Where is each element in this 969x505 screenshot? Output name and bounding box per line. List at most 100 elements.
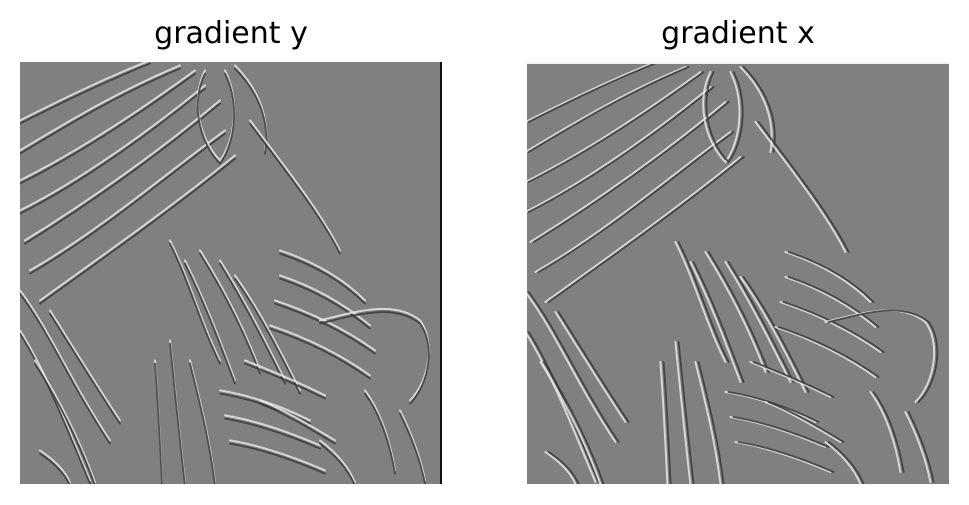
stripe-highlight <box>24 99 221 242</box>
zebra-gradient-x-picture <box>527 62 949 484</box>
stripe-highlight <box>527 71 702 183</box>
stripe-shadow <box>527 66 690 153</box>
stripe-highlight <box>39 449 71 484</box>
stripe-shadow <box>219 262 286 385</box>
gradient-x-image <box>527 62 949 484</box>
stripe-highlight <box>904 411 932 483</box>
stripe-highlight <box>527 86 712 213</box>
stripe-shadow <box>742 276 810 393</box>
stripe-shadow <box>364 392 396 475</box>
stripe-shadow <box>20 62 151 125</box>
stripe-shadow <box>677 241 730 363</box>
stripe-highlight <box>269 324 371 377</box>
stripe-shadow <box>34 362 96 484</box>
stripe-highlight <box>169 239 221 362</box>
stripe-shadow <box>907 411 935 483</box>
stripe-shadow <box>662 361 672 484</box>
stripe-shadow <box>527 71 705 183</box>
stripe-shadow <box>777 326 880 378</box>
stripe-shadow <box>20 332 91 484</box>
stripe-highlight <box>764 401 842 443</box>
stripe-shadow <box>154 362 163 484</box>
stripe-shadow <box>189 362 216 484</box>
stripe-shadow <box>767 401 845 443</box>
stripe-shadow <box>872 391 905 473</box>
stripe-shadow <box>29 132 226 275</box>
stripe-highlight <box>674 241 727 363</box>
stripe-shadow <box>20 72 196 185</box>
stripe-highlight <box>824 441 862 484</box>
stripe-shadow <box>20 67 181 155</box>
stripe-shadow <box>20 292 111 445</box>
stripe-shadow <box>787 251 875 303</box>
stripe-highlight <box>219 259 286 382</box>
stripe-shadow <box>229 442 326 475</box>
stripe-shadow <box>827 309 939 403</box>
stripe-shadow <box>692 261 745 383</box>
stripe-highlight <box>184 259 236 382</box>
stripe-shadow <box>537 131 735 273</box>
stripe-shadow <box>757 121 850 253</box>
stripe-highlight <box>527 62 657 123</box>
stripe-highlight <box>704 251 767 373</box>
stripe-highlight <box>689 261 742 383</box>
stripe-shadow <box>827 441 865 484</box>
stripe-highlight <box>244 359 326 397</box>
stripe-shadow <box>542 361 605 484</box>
stripe-shadow <box>199 252 261 375</box>
stripe-shadow <box>707 251 770 373</box>
stripe-highlight <box>279 249 366 302</box>
stripe-shadow <box>49 312 121 425</box>
stripe-shadow <box>39 157 236 305</box>
stripe-shadow <box>269 327 371 380</box>
stripe-shadow <box>752 361 835 398</box>
stripe-shadow <box>727 261 795 383</box>
stripe-shadow <box>279 252 366 305</box>
stripe-highlight <box>529 101 727 243</box>
stripe-highlight <box>539 361 602 484</box>
stripe-shadow <box>184 262 236 385</box>
stripe-shadow <box>249 122 341 255</box>
stripe-highlight <box>784 276 877 328</box>
stripe-highlight <box>534 131 732 273</box>
stripe-highlight <box>554 311 627 423</box>
stripe-shadow <box>319 442 356 484</box>
gradient-x-panel: gradient x <box>527 0 949 505</box>
stripe-highlight <box>774 326 877 378</box>
stripe-highlight <box>229 439 326 472</box>
stripe-highlight <box>544 451 577 484</box>
stripe-highlight <box>749 361 832 398</box>
stripe-highlight <box>199 249 261 372</box>
stripe-highlight <box>869 391 902 473</box>
stripe-shadow <box>527 62 660 123</box>
stripe-highlight <box>659 361 669 484</box>
stripe-shadow <box>527 331 600 483</box>
stripe-shadow <box>24 102 221 245</box>
stripe-shadow <box>259 402 336 445</box>
stripe-highlight <box>39 154 236 302</box>
stripe-highlight <box>20 84 206 212</box>
stripe-highlight <box>224 414 321 447</box>
stripe-highlight <box>319 439 356 484</box>
stripe-shadow <box>196 72 235 165</box>
stripe-highlight <box>249 119 341 252</box>
stripe-highlight <box>674 341 692 484</box>
stripe-shadow <box>244 362 326 400</box>
stripe-highlight <box>784 251 872 303</box>
stripe-shadow <box>527 86 715 213</box>
stripe-highlight <box>20 62 149 122</box>
stripe-shadow <box>399 412 426 484</box>
stripe-shadow <box>557 311 630 423</box>
stripe-highlight <box>702 71 741 164</box>
stripe-shadow <box>279 277 371 330</box>
stripe-shadow <box>527 291 620 443</box>
stripe-highlight <box>544 156 742 303</box>
stripe-highlight <box>527 292 617 443</box>
stripe-highlight <box>279 274 371 327</box>
stripe-shadow <box>732 416 830 448</box>
stripe-shadow <box>787 276 880 328</box>
stripe-shadow <box>737 441 835 473</box>
stripe-shadow <box>705 71 744 164</box>
stripe-shadow <box>20 87 206 215</box>
stripe-highlight <box>234 274 301 392</box>
